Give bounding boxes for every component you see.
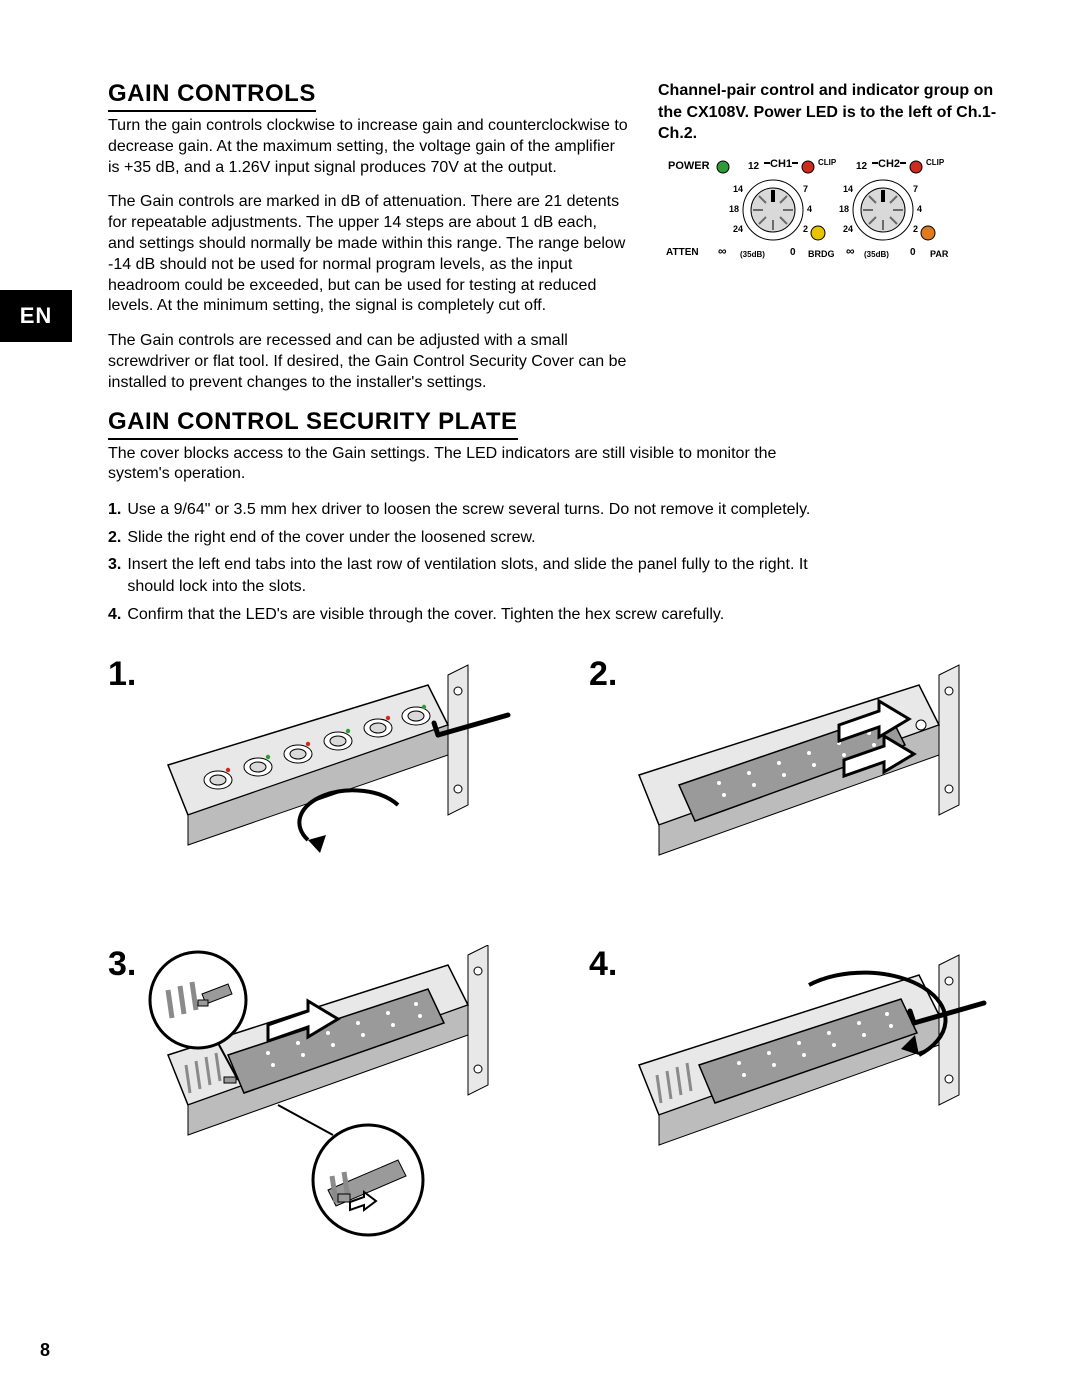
svg-text:CLIP: CLIP <box>926 158 945 167</box>
svg-text:4: 4 <box>917 204 922 214</box>
channel-pair-callout: Channel-pair control and indicator group… <box>658 80 998 145</box>
security-plate-intro: The cover blocks access to the Gain sett… <box>108 444 828 486</box>
svg-text:2: 2 <box>803 224 808 234</box>
svg-text:CH2: CH2 <box>878 158 900 170</box>
figure-2: 2. <box>589 655 1040 925</box>
svg-text:∞: ∞ <box>846 244 855 258</box>
figure-3-number: 3. <box>108 945 136 984</box>
svg-text:12: 12 <box>856 161 868 172</box>
list-item: 2.Slide the right end of the cover under… <box>108 527 828 549</box>
svg-text:0: 0 <box>790 247 796 258</box>
figure-3: 3. <box>108 945 559 1245</box>
svg-text:(35dB): (35dB) <box>864 250 889 259</box>
gain-controls-p3: The Gain controls are recessed and can b… <box>108 331 628 393</box>
svg-text:4: 4 <box>807 204 812 214</box>
svg-text:POWER: POWER <box>668 160 710 172</box>
svg-text:PAR: PAR <box>930 249 949 259</box>
svg-text:14: 14 <box>843 184 853 194</box>
figure-1: 1. <box>108 655 559 925</box>
svg-text:24: 24 <box>843 224 853 234</box>
svg-text:7: 7 <box>803 184 808 194</box>
svg-text:7: 7 <box>913 184 918 194</box>
svg-text:24: 24 <box>733 224 743 234</box>
svg-text:ATTEN: ATTEN <box>666 247 699 258</box>
figure-4-number: 4. <box>589 945 617 984</box>
figure-4: 4. <box>589 945 1040 1245</box>
list-item: 4.Confirm that the LED's are visible thr… <box>108 604 828 626</box>
gain-controls-p2: The Gain controls are marked in dB of at… <box>108 192 628 317</box>
svg-text:18: 18 <box>729 204 739 214</box>
page-number: 8 <box>40 1340 50 1361</box>
svg-text:∞: ∞ <box>718 244 727 258</box>
svg-text:2: 2 <box>913 224 918 234</box>
svg-text:(35dB): (35dB) <box>740 250 765 259</box>
list-item: 1.Use a 9/64" or 3.5 mm hex driver to lo… <box>108 499 828 521</box>
gain-controls-p1: Turn the gain controls clockwise to incr… <box>108 116 628 178</box>
figure-2-number: 2. <box>589 655 617 694</box>
list-item: 3.Insert the left end tabs into the last… <box>108 554 828 597</box>
gain-controls-heading: GAIN CONTROLS <box>108 80 316 112</box>
svg-text:CH1: CH1 <box>770 158 792 170</box>
figure-1-number: 1. <box>108 655 136 694</box>
gain-controls-text: GAIN CONTROLS Turn the gain controls clo… <box>108 80 628 408</box>
knob-diagram: POWER 12 CH1 CLIP 12 CH2 CLIP <box>658 155 998 265</box>
install-steps: 1.Use a 9/64" or 3.5 mm hex driver to lo… <box>108 499 828 625</box>
security-plate-heading: GAIN CONTROL SECURITY PLATE <box>108 408 518 440</box>
svg-text:18: 18 <box>839 204 849 214</box>
svg-text:BRDG: BRDG <box>808 249 835 259</box>
svg-text:0: 0 <box>910 247 916 258</box>
svg-text:14: 14 <box>733 184 743 194</box>
svg-text:12: 12 <box>748 161 760 172</box>
language-tab: EN <box>0 290 72 342</box>
svg-text:CLIP: CLIP <box>818 158 837 167</box>
